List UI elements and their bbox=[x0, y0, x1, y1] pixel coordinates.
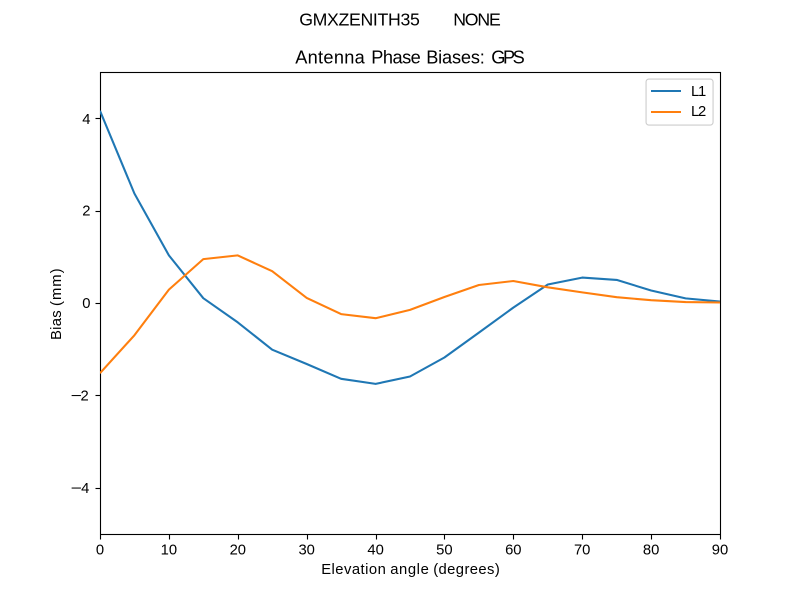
svg-text:GMXZENITH35: GMXZENITH35 bbox=[299, 10, 420, 30]
svg-text:(mm): (mm) bbox=[49, 268, 65, 306]
svg-text:(degrees): (degrees) bbox=[433, 562, 500, 578]
svg-text:Phase: Phase bbox=[371, 48, 421, 68]
svg-text:Biases:: Biases: bbox=[426, 48, 485, 68]
svg-text:L1: L1 bbox=[691, 84, 706, 100]
svg-text:2: 2 bbox=[82, 204, 90, 220]
svg-text:L2: L2 bbox=[691, 104, 706, 120]
svg-text:10: 10 bbox=[161, 543, 177, 559]
svg-text:90: 90 bbox=[712, 543, 728, 559]
svg-text:2: 2 bbox=[80, 389, 88, 405]
svg-text:GPS: GPS bbox=[491, 48, 525, 68]
svg-text:0: 0 bbox=[96, 543, 104, 559]
svg-text:4: 4 bbox=[81, 481, 89, 497]
svg-text:angle: angle bbox=[390, 562, 429, 578]
svg-text:Elevation: Elevation bbox=[321, 562, 386, 578]
svg-text:4: 4 bbox=[82, 112, 90, 128]
svg-text:80: 80 bbox=[643, 543, 659, 559]
svg-text:Bias: Bias bbox=[49, 310, 65, 340]
svg-text:30: 30 bbox=[298, 543, 314, 559]
svg-text:70: 70 bbox=[574, 543, 590, 559]
svg-text:NONE: NONE bbox=[453, 10, 501, 30]
svg-text:−: − bbox=[71, 389, 82, 405]
svg-text:0: 0 bbox=[82, 296, 90, 312]
svg-text:Antenna: Antenna bbox=[295, 48, 365, 68]
svg-text:20: 20 bbox=[230, 543, 246, 559]
svg-text:50: 50 bbox=[436, 543, 452, 559]
svg-text:−: − bbox=[71, 481, 82, 497]
svg-text:60: 60 bbox=[505, 543, 521, 559]
svg-text:40: 40 bbox=[367, 543, 383, 559]
